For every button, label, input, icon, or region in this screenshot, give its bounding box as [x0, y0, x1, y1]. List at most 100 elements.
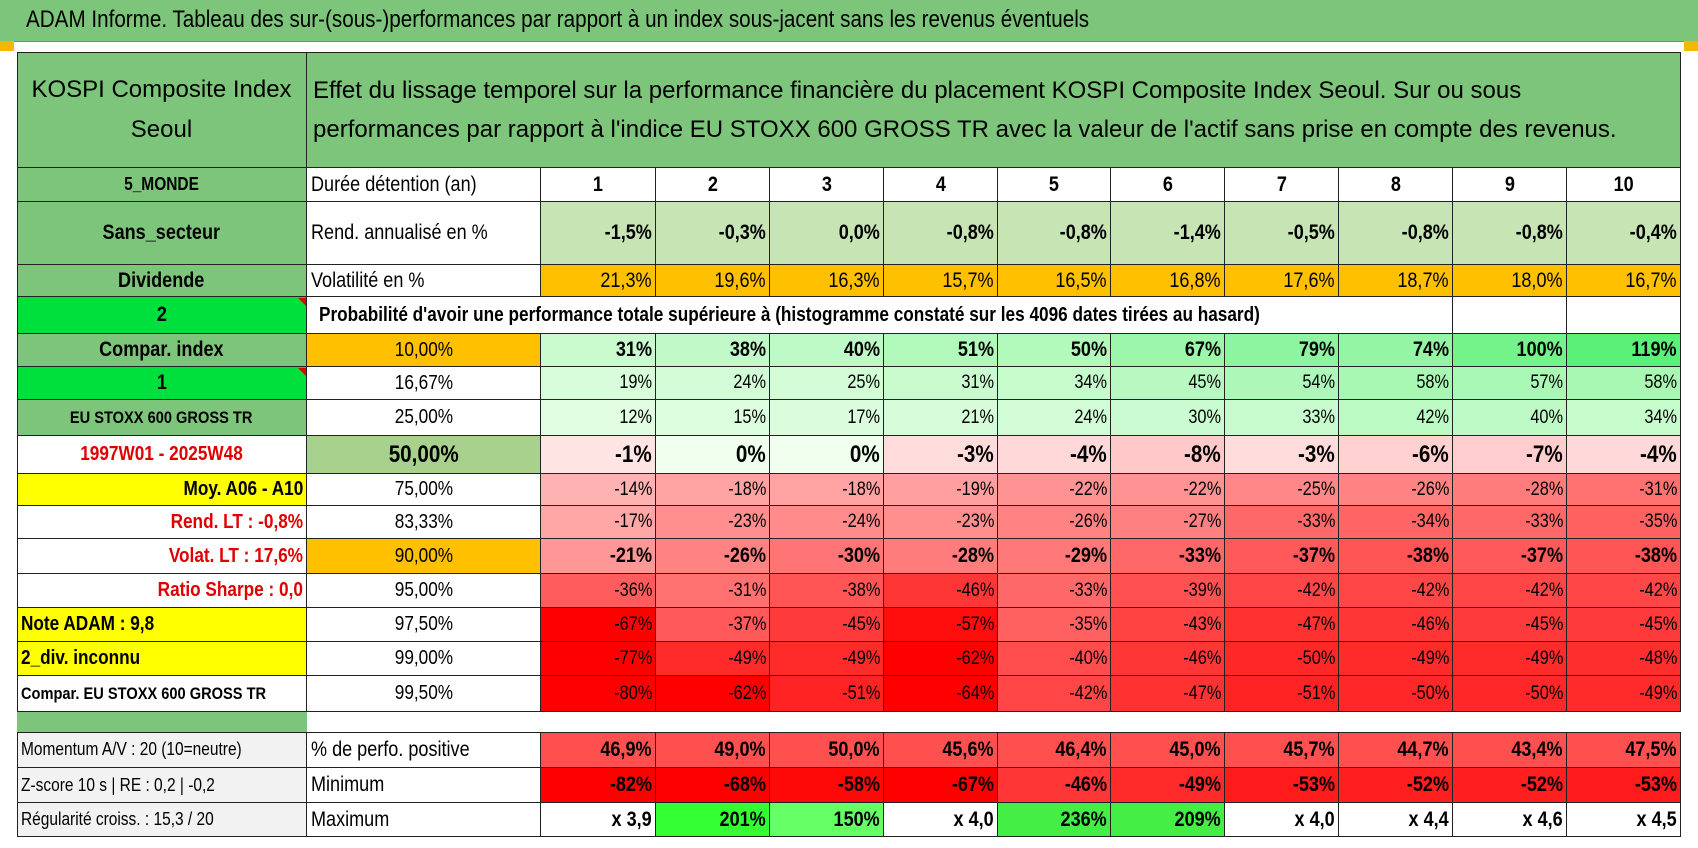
quantile-value-10-5-text: -40% [1068, 647, 1107, 669]
bottom-value-2-1: -82% [541, 768, 656, 803]
bottom-left-3-text: Régularité croiss. : 15,3 / 20 [21, 809, 214, 829]
quantile-value-2-6: 45% [1111, 367, 1225, 400]
year-header-9: 9 [1453, 168, 1567, 202]
quantile-value-6-8: -34% [1339, 506, 1453, 539]
bottom-value-2-7-text: -53% [1292, 773, 1335, 796]
quantile-value-2-10-text: 58% [1644, 372, 1677, 393]
quantile-value-10-8-text: -49% [1410, 647, 1449, 669]
quantile-value-7-8-text: -38% [1406, 544, 1449, 567]
quantile-value-8-1-text: -36% [613, 579, 652, 601]
quantile-value-3-1: 12% [541, 400, 656, 436]
quantile-value-1-2: 38% [656, 334, 770, 367]
bottom-value-2-10: -53% [1567, 768, 1681, 803]
quantile-value-11-2-text: -62% [727, 682, 766, 704]
quantile-value-9-2-text: -37% [727, 613, 766, 635]
quantile-value-6-1-text: -17% [613, 511, 652, 532]
quantile-label-10-text: 99,00% [394, 647, 453, 669]
quantile-value-4-5-text: -4% [1070, 440, 1107, 468]
quantile-label-8: 95,00% [307, 574, 541, 608]
quantile-value-1-10-text: 119% [1631, 338, 1677, 361]
comment-marker-icon [298, 298, 306, 306]
rend-value-10: -0,4% [1567, 202, 1681, 265]
quantile-value-8-7: -42% [1225, 574, 1339, 608]
quantile-value-6-3-text: -24% [841, 511, 880, 532]
quantile-value-9-1-text: -67% [613, 613, 652, 635]
quantile-value-10-4-text: -62% [955, 647, 994, 669]
selector-1: 1 [17, 367, 307, 400]
vol-value-7-text: 17,6% [1283, 268, 1335, 292]
quantile-value-6-3: -24% [770, 506, 884, 539]
quantile-value-9-9-text: -45% [1524, 613, 1563, 635]
quantile-value-5-3-text: -18% [841, 478, 880, 500]
quantile-value-4-6-text: -8% [1184, 440, 1221, 468]
quantile-label-8-text: 95,00% [394, 579, 453, 601]
quantile-label-3: 25,00% [307, 400, 541, 436]
quantile-value-4-8-text: -6% [1412, 440, 1449, 468]
quantile-value-3-10-text: 34% [1644, 406, 1677, 428]
bottom-left-1-text: Momentum A/V : 20 (10=neutre) [21, 739, 242, 759]
dividend-label: Dividende [17, 265, 307, 297]
quantile-value-8-5-text: -33% [1068, 579, 1107, 601]
bottom-value-1-4: 45,6% [884, 732, 998, 768]
sharpe-label-text: Ratio Sharpe : 0,0 [157, 579, 303, 601]
separator-green-band [17, 712, 307, 732]
vol-value-2-text: 19,6% [714, 268, 766, 292]
quantile-value-11-7-text: -51% [1296, 682, 1335, 704]
quantile-value-10-9: -49% [1453, 642, 1567, 676]
quantile-value-4-9: -7% [1453, 436, 1567, 474]
quantile-value-9-4-text: -57% [955, 613, 994, 635]
rend-value-5: -0,8% [998, 202, 1111, 265]
quantile-value-5-4-text: -19% [955, 478, 994, 500]
quantile-value-11-1: -80% [541, 676, 656, 712]
year-header-5-text: 5 [1048, 172, 1060, 196]
bottom-value-3-3: 150% [770, 803, 884, 837]
vol-value-6-text: 16,8% [1169, 268, 1221, 292]
quantile-value-11-1-text: -80% [613, 682, 652, 704]
rend-value-3: 0,0% [770, 202, 884, 265]
bottom-value-1-8-text: 44,7% [1397, 737, 1449, 761]
quantile-value-3-8: 42% [1339, 400, 1453, 436]
vol-value-3-text: 16,3% [828, 268, 880, 292]
quantile-value-1-5: 50% [998, 334, 1111, 367]
quantile-value-11-4-text: -64% [955, 682, 994, 704]
quantile-value-8-4-text: -46% [955, 579, 994, 601]
quantile-label-1-text: 10,00% [394, 338, 453, 361]
compar-index-label: Compar. index [17, 334, 307, 367]
quantile-value-8-9: -42% [1453, 574, 1567, 608]
quantile-value-8-9-text: -42% [1524, 579, 1563, 601]
bottom-left-2: Z-score 10 s | RE : 0,2 | -0,2 [17, 768, 307, 803]
year-header-9-text: 9 [1504, 172, 1515, 196]
quantile-value-3-1-text: 12% [619, 406, 652, 428]
table-separator [17, 712, 1681, 732]
quantile-value-6-2: -23% [656, 506, 770, 539]
quantile-value-9-5-text: -35% [1068, 613, 1107, 635]
corner-mark-left [0, 41, 14, 51]
bottom-value-1-9-text: 43,4% [1511, 737, 1563, 761]
rend-value-4: -0,8% [884, 202, 998, 265]
quantile-value-3-3-text: 17% [847, 406, 880, 428]
bottom-value-1-1: 46,9% [541, 732, 656, 768]
quantile-label-10: 99,00% [307, 642, 541, 676]
quantile-value-11-9: -50% [1453, 676, 1567, 712]
blank-cell-10 [1567, 297, 1681, 334]
quantile-value-10-3-text: -49% [841, 647, 880, 669]
bottom-label-3: Maximum [307, 803, 541, 837]
rend-value-8: -0,8% [1339, 202, 1453, 265]
probability-title-text: Probabilité d'avoir une performance tota… [319, 303, 1260, 326]
bottom-value-3-1: x 3,9 [541, 803, 656, 837]
comment-marker-icon [298, 368, 306, 376]
dividend-label-text: Dividende [118, 268, 205, 292]
quantile-value-10-10: -48% [1567, 642, 1681, 676]
description-cell: Effet du lissage temporel sur la perform… [307, 52, 1681, 168]
note-label: Note ADAM : 9,8 [17, 608, 307, 642]
quantile-value-9-7: -47% [1225, 608, 1339, 642]
quantile-value-8-6: -39% [1111, 574, 1225, 608]
quantile-value-4-1: -1% [541, 436, 656, 474]
bottom-value-3-6: 209% [1111, 803, 1225, 837]
quantile-value-6-7: -33% [1225, 506, 1339, 539]
quantile-value-4-3-text: 0% [850, 440, 880, 468]
quantile-value-4-7: -3% [1225, 436, 1339, 474]
quantile-value-8-8-text: -42% [1410, 579, 1449, 601]
quantile-value-1-8-text: 74% [1412, 338, 1449, 361]
quantile-value-2-8: 58% [1339, 367, 1453, 400]
